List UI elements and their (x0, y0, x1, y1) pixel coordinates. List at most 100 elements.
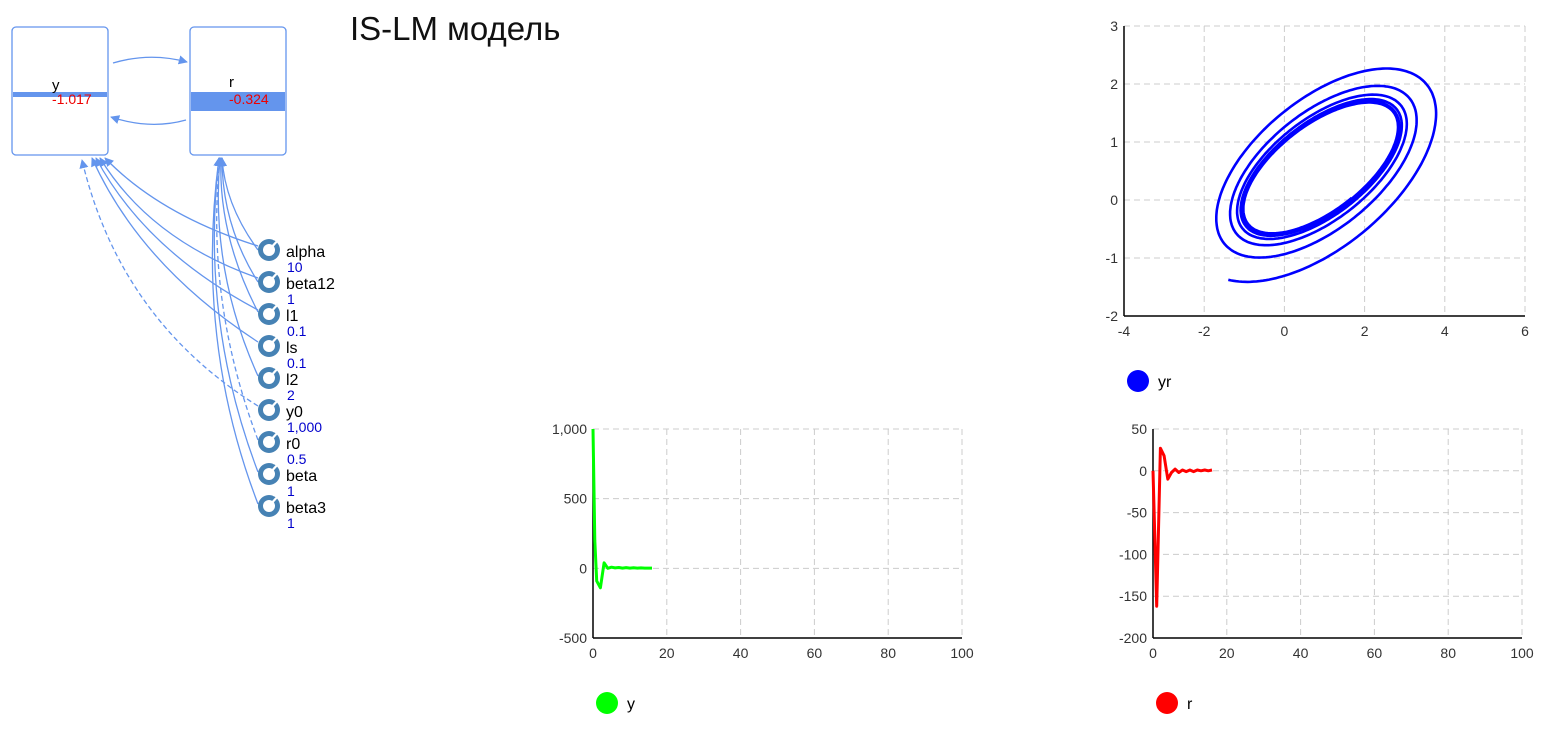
parameter-icon-arrow (268, 461, 282, 475)
param-beta-label: beta (286, 468, 317, 485)
x-tick-label: 80 (1440, 645, 1456, 661)
y-tick-label: -1 (1106, 250, 1119, 266)
legend[interactable]: yr (1127, 370, 1172, 392)
series-yr-line (1215, 67, 1438, 284)
y-tick-label: 1 (1110, 134, 1118, 150)
link-beta-r (213, 157, 259, 473)
param-l2-label: l2 (286, 372, 299, 389)
param-beta[interactable]: beta1 (258, 461, 317, 499)
param-r0-value: 0.5 (287, 451, 307, 467)
param-r0[interactable]: r00.5 (258, 429, 307, 467)
x-tick-label: 60 (807, 645, 823, 661)
stock-flow-diagram: y -1.017 r -0.324 alpha10beta121l10.1ls0… (11, 26, 335, 531)
param-ls-label: ls (286, 340, 298, 357)
legend-marker (1156, 692, 1178, 714)
legend-marker (1127, 370, 1149, 392)
stock-r-level-bar (191, 92, 285, 111)
param-y0-label: y0 (286, 404, 303, 421)
x-tick-label: 100 (1510, 645, 1534, 661)
y-tick-label: 0 (1110, 192, 1118, 208)
param-r0-label: r0 (286, 436, 300, 453)
x-tick-label: 6 (1521, 323, 1529, 339)
x-tick-label: 0 (1149, 645, 1157, 661)
parameter-icon (258, 365, 282, 389)
link-alpha-r (217, 157, 259, 251)
x-tick-label: -2 (1198, 323, 1211, 339)
x-tick-label: 80 (880, 645, 896, 661)
y-tick-label: -200 (1119, 630, 1147, 646)
parameter-icon (258, 493, 282, 517)
param-beta12-label: beta12 (286, 276, 335, 293)
y-tick-label: 50 (1131, 421, 1147, 437)
grid (1153, 428, 1523, 638)
x-tick-label: 4 (1441, 323, 1449, 339)
stock-y-box[interactable] (11, 26, 109, 156)
parameter-list: alpha10beta121l10.1ls0.1l22y01,000r00.5b… (258, 237, 335, 531)
chart-r: 0 20 40 60 80 100 -200 -150 -100 -50 0 50 r (1119, 421, 1534, 714)
parameter-links (79, 157, 259, 505)
parameter-icon (258, 269, 282, 293)
stock-y-level-bar (13, 92, 107, 97)
link-l1-y (95, 157, 259, 311)
param-ls-value: 0.1 (287, 355, 307, 371)
y-tick-label: -150 (1119, 588, 1147, 604)
stock-r-box[interactable] (189, 26, 287, 156)
link-beta12-r (217, 157, 259, 283)
param-beta12-value: 1 (287, 291, 295, 307)
param-l1[interactable]: l10.1 (258, 301, 307, 339)
legend-marker (596, 692, 618, 714)
link-ls-y (91, 157, 259, 343)
link-alpha-y (104, 157, 259, 247)
param-alpha-label: alpha (286, 244, 325, 261)
stock-r[interactable]: r -0.324 (189, 26, 287, 156)
x-tick-label: 2 (1361, 323, 1369, 339)
y-tick-label: 500 (564, 491, 588, 507)
x-tick-label: 0 (589, 645, 597, 661)
flow-r-to-y (110, 115, 187, 125)
param-l1-value: 0.1 (287, 323, 307, 339)
link-beta12-y (99, 157, 259, 279)
y-tick-label: 1,000 (552, 421, 587, 437)
parameter-icon-arrow (268, 333, 282, 347)
series-y-line (591, 428, 652, 590)
param-y0-value: 1,000 (287, 419, 322, 435)
series-r-line (1151, 446, 1213, 608)
y-tick-label: 0 (579, 560, 587, 576)
x-tick-label: -4 (1118, 323, 1131, 339)
x-tick-label: 20 (659, 645, 675, 661)
link-beta3-r (211, 157, 259, 505)
x-tick-label: 40 (1293, 645, 1309, 661)
param-alpha-value: 10 (287, 259, 303, 275)
param-ls[interactable]: ls0.1 (258, 333, 307, 371)
legend[interactable]: r (1156, 692, 1193, 714)
param-l2[interactable]: l22 (258, 365, 299, 403)
y-tick-label: 0 (1139, 463, 1147, 479)
stock-r-name: r (229, 74, 234, 91)
param-l2-value: 2 (287, 387, 295, 403)
y-tick-label: -50 (1127, 505, 1147, 521)
link-y0-y (79, 159, 259, 407)
x-tick-label: 40 (733, 645, 749, 661)
y-tick-label: -2 (1106, 308, 1119, 324)
param-beta3-value: 1 (287, 515, 295, 531)
parameter-icon (258, 237, 282, 261)
legend[interactable]: y (596, 692, 635, 714)
x-tick-label: 60 (1367, 645, 1383, 661)
x-tick-label: 20 (1219, 645, 1235, 661)
grid (1124, 25, 1526, 316)
parameter-icon-arrow (268, 397, 282, 411)
stock-r-value: -0.324 (229, 91, 269, 107)
stock-y[interactable]: y -1.017 (11, 26, 109, 156)
parameter-icon (258, 333, 282, 357)
flow-y-to-r (112, 55, 188, 65)
link-r0-r (214, 157, 259, 441)
x-tick-label: 0 (1281, 323, 1289, 339)
y-tick-label: 3 (1110, 18, 1118, 34)
param-y0[interactable]: y01,000 (258, 397, 322, 435)
legend-label: yr (1158, 374, 1172, 391)
